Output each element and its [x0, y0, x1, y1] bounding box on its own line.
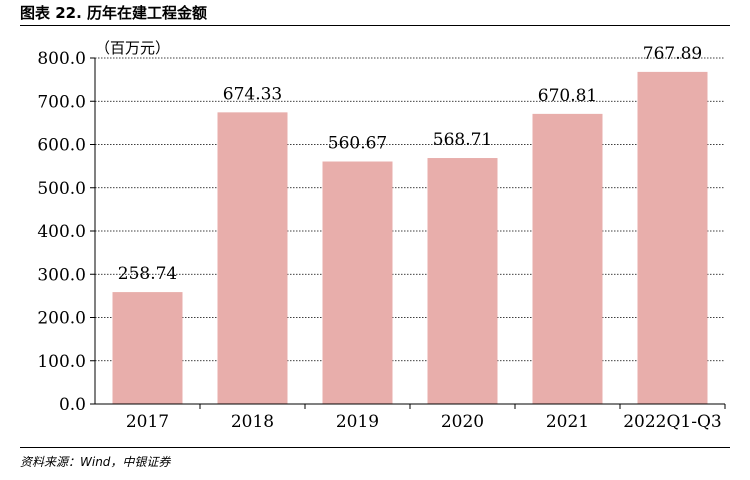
- x-tick-label: 2021: [546, 412, 589, 432]
- bar-chart: （百万元） 0.0 100.0 200.0 300.0 400.0 500.0 600.0 7…: [37, 39, 726, 432]
- bar: [427, 158, 498, 404]
- bar: [532, 113, 603, 405]
- source-note: 资料来源：Wind，中银证券: [20, 455, 171, 469]
- figure-title: 图表 22. 历年在建工程金额: [20, 4, 208, 22]
- bar: [217, 112, 288, 405]
- data-labels: 258.74 674.33 560.67 568.71 670.81 767.89: [118, 44, 702, 284]
- data-label: 674.33: [223, 84, 282, 104]
- data-label: 258.74: [118, 264, 177, 284]
- bars: [112, 71, 708, 405]
- y-tick-label: 200.0: [37, 309, 86, 329]
- y-tick-label: 0.0: [59, 395, 86, 415]
- top-rule: [20, 25, 730, 26]
- y-axis: 0.0 100.0 200.0 300.0 400.0 500.0 600.0 700.0 80…: [37, 49, 96, 415]
- title-bar: 图表 22. 历年在建工程金额: [0, 0, 750, 26]
- x-axis: 2017 2018 2019 2020 2021 2022Q1-Q3: [95, 403, 726, 432]
- data-label: 560.67: [328, 134, 387, 154]
- gridlines: [95, 57, 725, 362]
- y-tick-label: 100.0: [37, 352, 86, 372]
- data-label: 767.89: [643, 44, 702, 64]
- x-tick-label: 2019: [336, 412, 379, 432]
- x-tick-label: 2018: [231, 412, 274, 432]
- x-tick-label: 2022Q1-Q3: [623, 412, 722, 432]
- bar: [322, 161, 393, 404]
- data-label: 568.71: [433, 130, 492, 150]
- x-tick-label: 2020: [441, 412, 484, 432]
- y-tick-label: 400.0: [37, 222, 86, 242]
- y-tick-label: 700.0: [37, 92, 86, 112]
- bottom-rule: [20, 447, 730, 448]
- y-tick-label: 800.0: [37, 49, 86, 69]
- y-tick-label: 300.0: [37, 265, 86, 285]
- data-label: 670.81: [538, 86, 597, 106]
- bar: [112, 292, 183, 404]
- y-tick-label: 500.0: [37, 179, 86, 199]
- unit-label: （百万元）: [95, 39, 170, 57]
- bar: [637, 71, 708, 404]
- y-tick-label: 600.0: [37, 136, 86, 156]
- x-tick-label: 2017: [126, 412, 169, 432]
